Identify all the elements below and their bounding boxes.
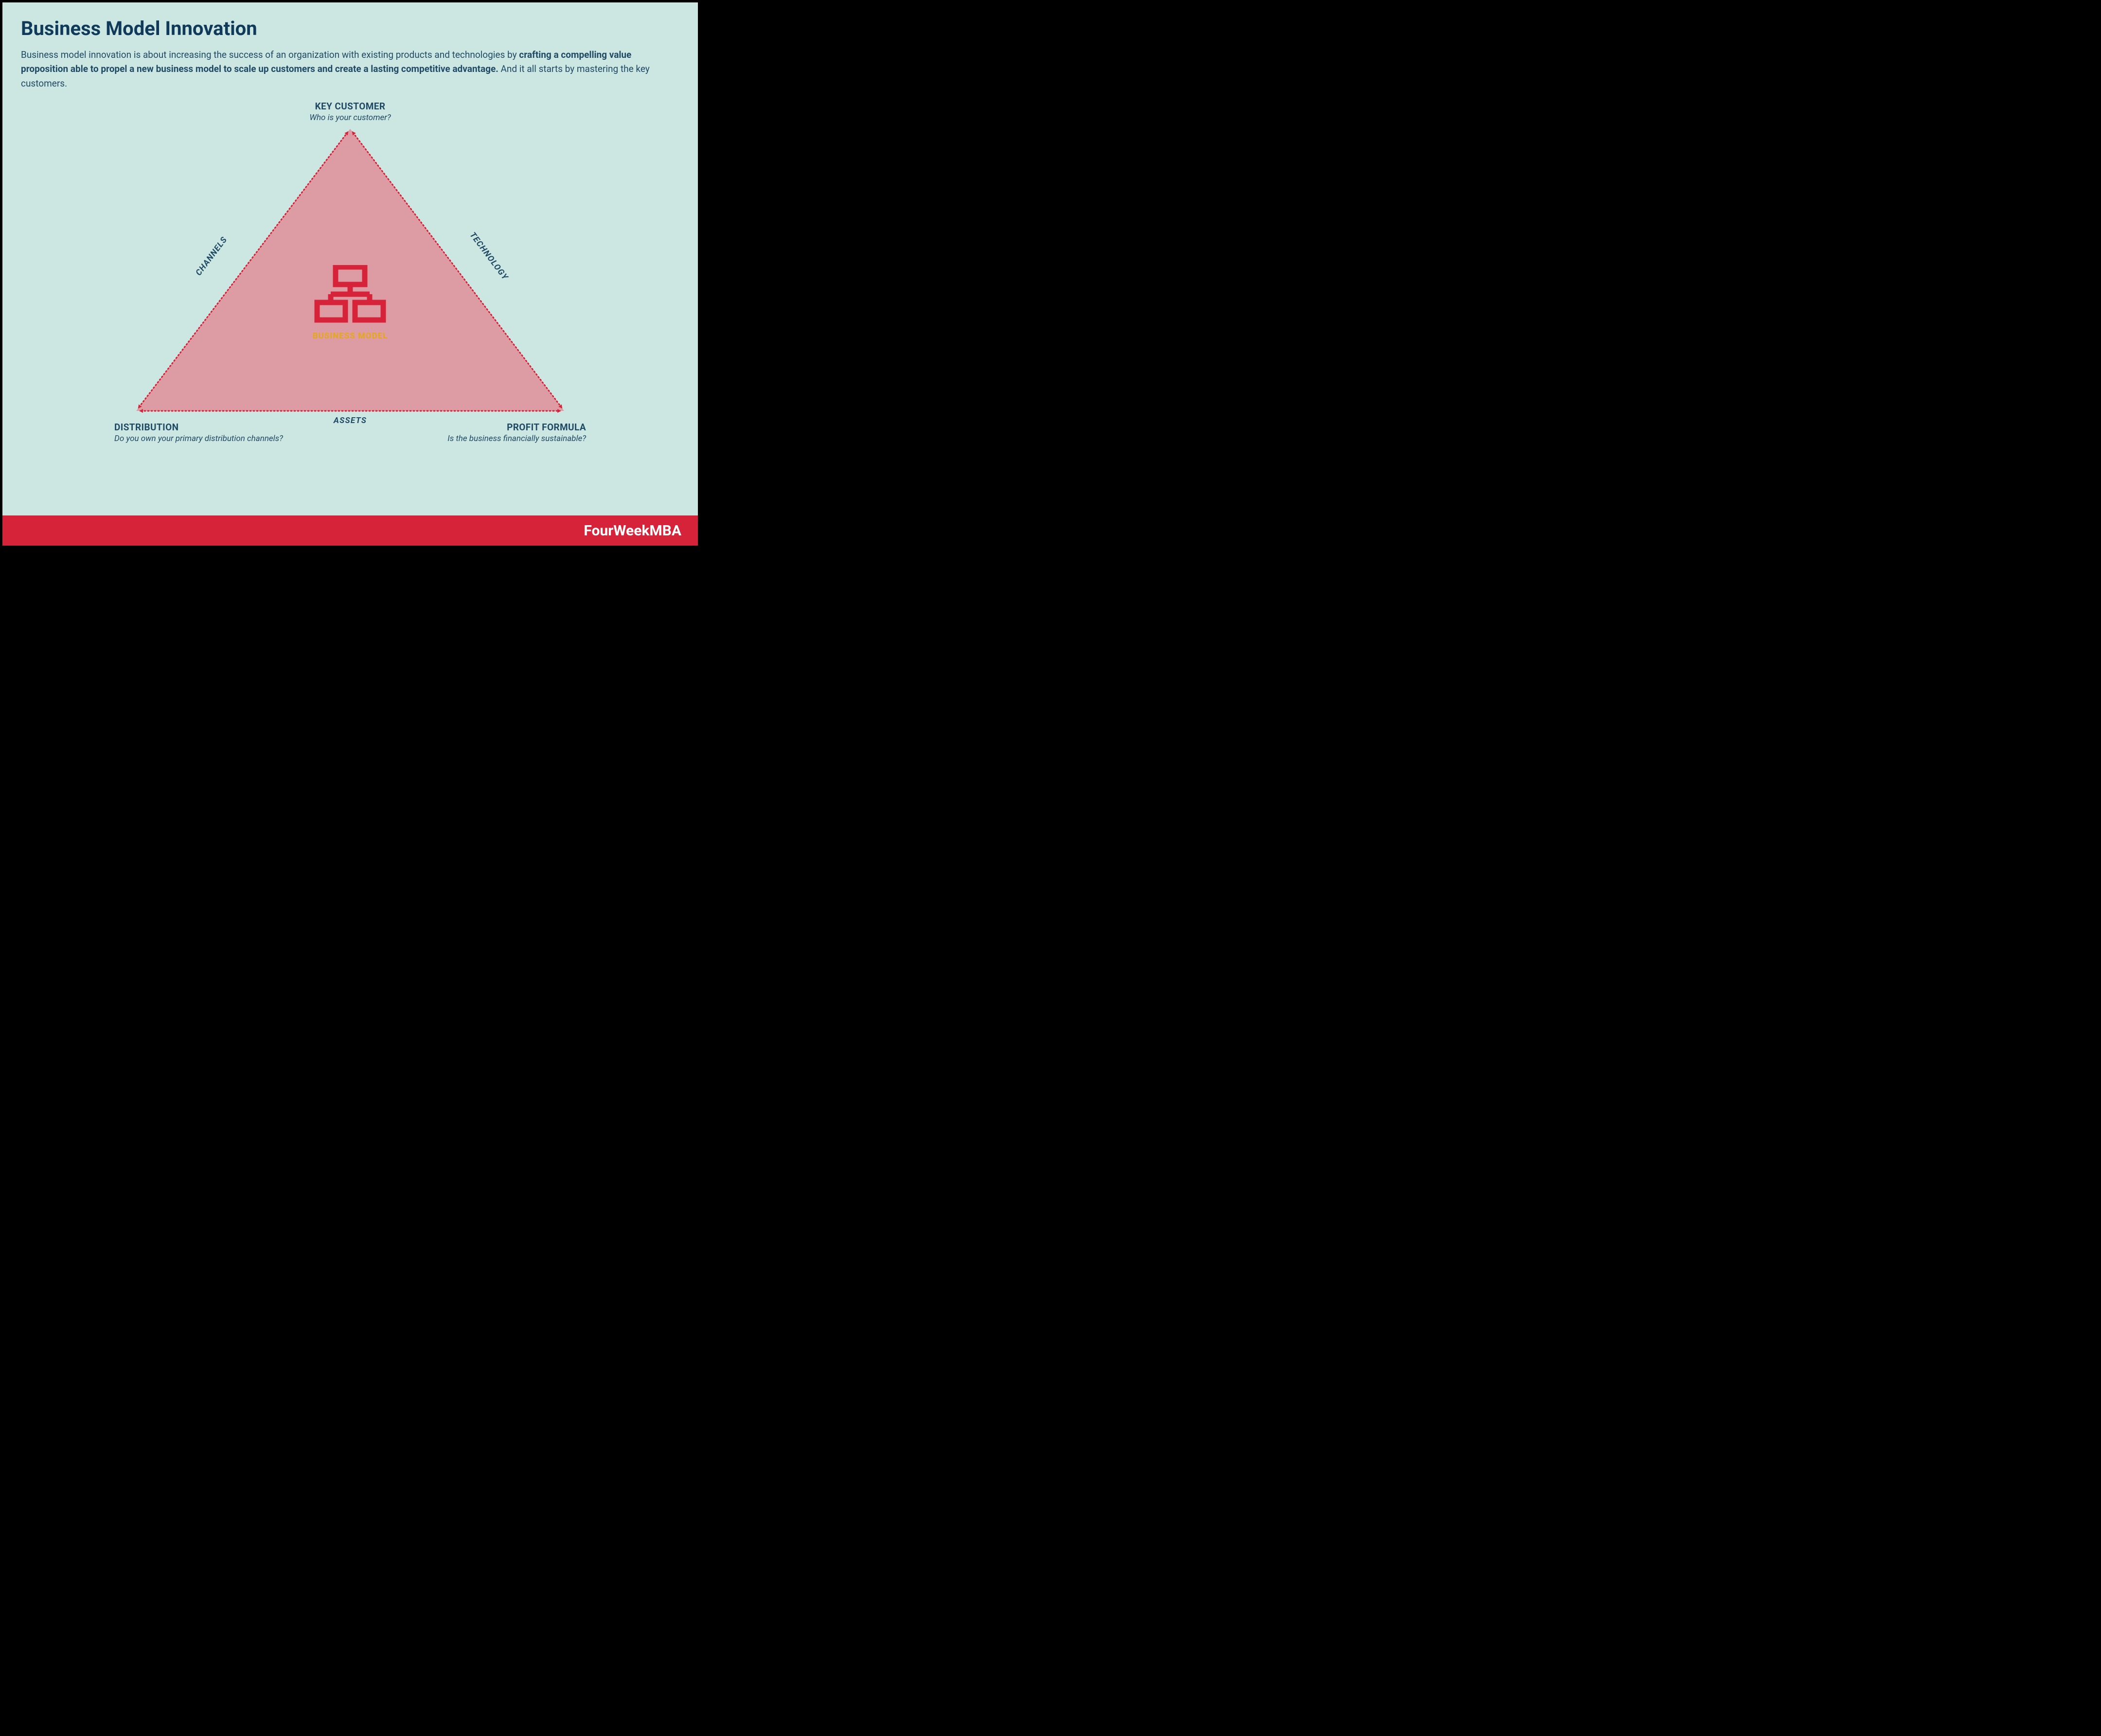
center-caption: BUSINESS MODEL	[304, 331, 396, 341]
edge-label-assets: ASSETS	[334, 416, 367, 425]
vertex-left: DISTRIBUTION Do you own your primary dis…	[114, 422, 283, 443]
vertex-top-sub: Who is your customer?	[277, 113, 423, 123]
center-business-model: BUSINESS MODEL	[304, 265, 396, 341]
footer-brand: FourWeekMBA	[584, 522, 681, 539]
header: Business Model Innovation Business model…	[2, 2, 698, 90]
vertex-right-sub: Is the business financially sustainable?	[447, 434, 586, 443]
vertex-left-title: DISTRIBUTION	[114, 422, 283, 433]
footer-bar: FourWeekMBA	[2, 515, 698, 546]
page-title: Business Model Innovation	[21, 17, 679, 40]
vertex-right: PROFIT FORMULA Is the business financial…	[447, 422, 586, 443]
vertex-top-title: KEY CUSTOMER	[277, 101, 423, 112]
subtitle-lead: Business model innovation is about incre…	[21, 49, 519, 60]
triangle-diagram: KEY CUSTOMER Who is your customer? DISTR…	[2, 100, 698, 498]
page-subtitle: Business model innovation is about incre…	[21, 48, 679, 90]
infographic-canvas: Business Model Innovation Business model…	[2, 2, 698, 515]
vertex-top: KEY CUSTOMER Who is your customer?	[277, 101, 423, 123]
vertex-right-title: PROFIT FORMULA	[447, 422, 586, 433]
vertex-left-sub: Do you own your primary distribution cha…	[114, 434, 283, 443]
hierarchy-icon	[314, 265, 387, 323]
